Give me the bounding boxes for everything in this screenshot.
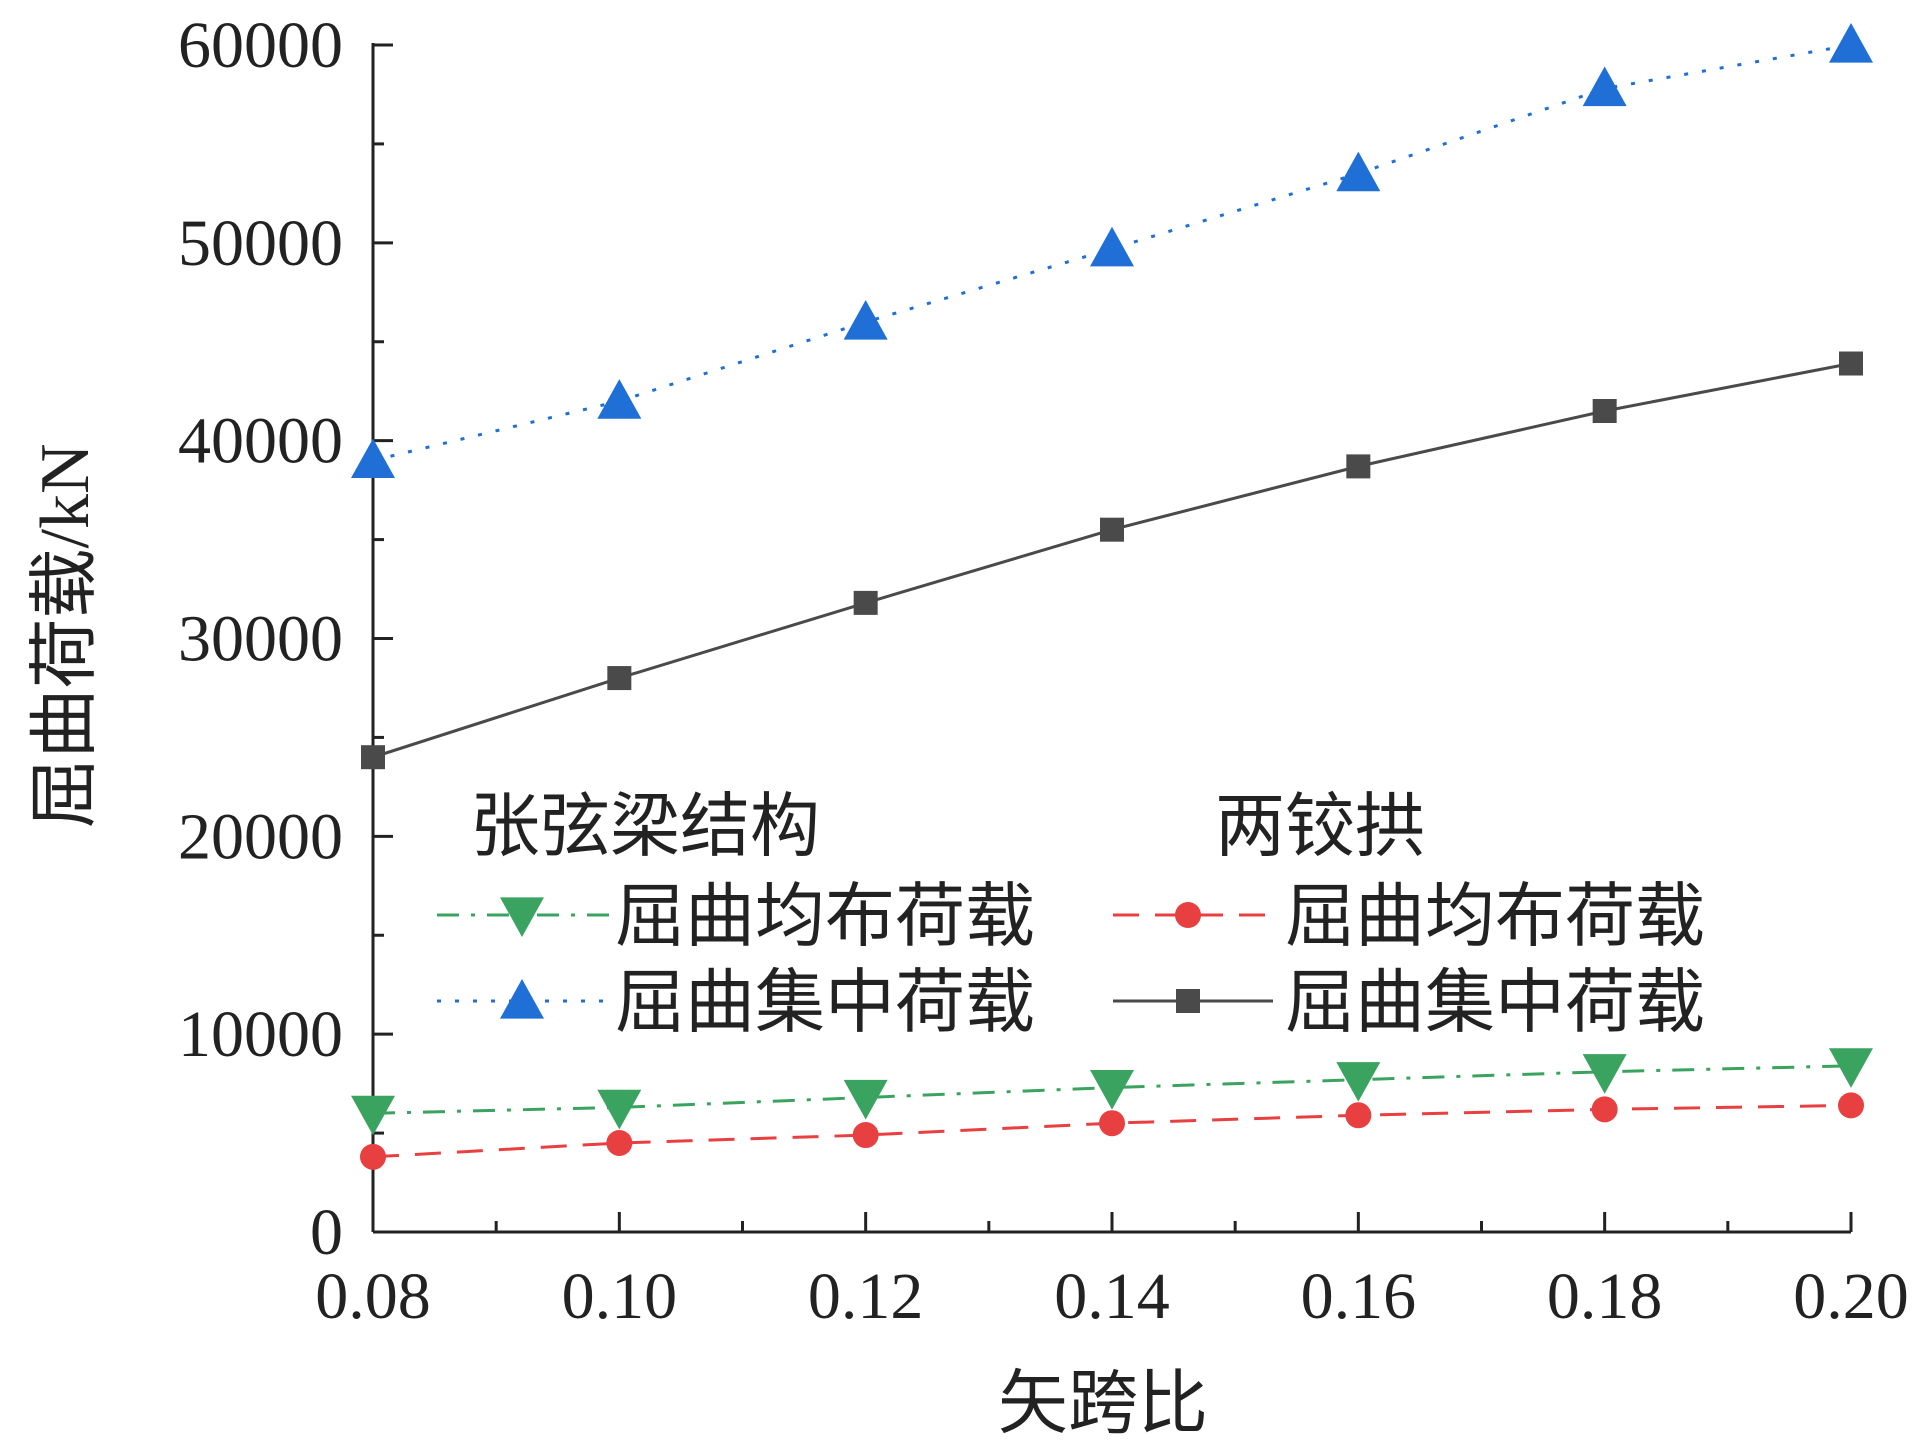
data-point-1 xyxy=(1090,226,1134,267)
data-point-0 xyxy=(1336,1062,1381,1102)
data-point-1 xyxy=(1829,23,1873,63)
y-axis-title: 屈曲荷载/kN xyxy=(27,444,104,829)
y-tick-label: 0 xyxy=(310,1196,343,1269)
data-point-1 xyxy=(351,438,395,479)
data-point-0 xyxy=(351,1095,395,1136)
legend-entry-label: 屈曲集中荷载 xyxy=(1285,965,1705,1042)
data-point-3 xyxy=(607,666,632,691)
data-point-2 xyxy=(1591,1096,1618,1123)
x-axis-title: 矢跨比 xyxy=(998,1366,1208,1441)
data-point-2 xyxy=(360,1143,386,1170)
legend-entry-label: 屈曲均布荷载 xyxy=(1285,879,1705,956)
y-tick-label: 10000 xyxy=(178,998,343,1071)
legend-swatch-marker xyxy=(1176,989,1200,1013)
data-point-0 xyxy=(597,1089,642,1130)
legend-group-title: 张弦梁结构 xyxy=(470,789,820,866)
data-point-0 xyxy=(1582,1054,1627,1094)
data-point-1 xyxy=(1336,151,1381,192)
data-point-1 xyxy=(597,379,642,419)
data-point-2 xyxy=(852,1122,879,1149)
series-line-3 xyxy=(372,362,1852,759)
legend-swatch-marker xyxy=(500,897,544,937)
axes: 0.08 0.10 0.12 0.14 0.16 0.18 0.20 0 10000 20000 3… xyxy=(178,9,1909,1333)
x-tick-label: 0.18 xyxy=(1547,1260,1663,1333)
x-tick-label: 0.16 xyxy=(1301,1260,1417,1333)
legend-swatch-marker xyxy=(500,979,544,1019)
data-point-1 xyxy=(843,299,888,340)
series-layer xyxy=(351,23,1873,1170)
x-tick-label: 0.08 xyxy=(315,1260,431,1333)
data-point-2 xyxy=(1099,1110,1125,1137)
data-point-3 xyxy=(361,745,385,770)
data-point-0 xyxy=(1090,1069,1134,1110)
data-point-2 xyxy=(606,1129,633,1156)
data-point-3 xyxy=(853,590,878,615)
data-point-0 xyxy=(1829,1048,1873,1088)
x-tick-label: 0.12 xyxy=(808,1260,924,1333)
data-point-2 xyxy=(1838,1092,1864,1119)
legend-entry-label: 屈曲集中荷载 xyxy=(615,965,1035,1042)
data-point-1 xyxy=(1582,66,1627,107)
data-point-3 xyxy=(1592,398,1617,423)
x-tick-label: 0.10 xyxy=(562,1260,678,1333)
y-tick-label: 60000 xyxy=(178,9,343,82)
y-tick-label: 20000 xyxy=(178,800,343,873)
legend-group-title: 两铰拱 xyxy=(1215,789,1425,866)
data-point-2 xyxy=(1345,1102,1372,1129)
y-tick-label: 50000 xyxy=(178,207,343,280)
data-point-0 xyxy=(843,1079,888,1120)
legend-entry-label: 屈曲均布荷载 xyxy=(615,879,1035,956)
y-tick-label: 40000 xyxy=(178,405,343,478)
legend-swatch-marker xyxy=(1175,902,1201,928)
data-point-3 xyxy=(1346,454,1371,479)
data-point-3 xyxy=(1100,517,1124,542)
data-point-3 xyxy=(1839,351,1863,376)
y-tick-label: 30000 xyxy=(178,603,343,676)
x-tick-label: 0.20 xyxy=(1793,1260,1909,1333)
x-tick-label: 0.14 xyxy=(1054,1260,1170,1333)
